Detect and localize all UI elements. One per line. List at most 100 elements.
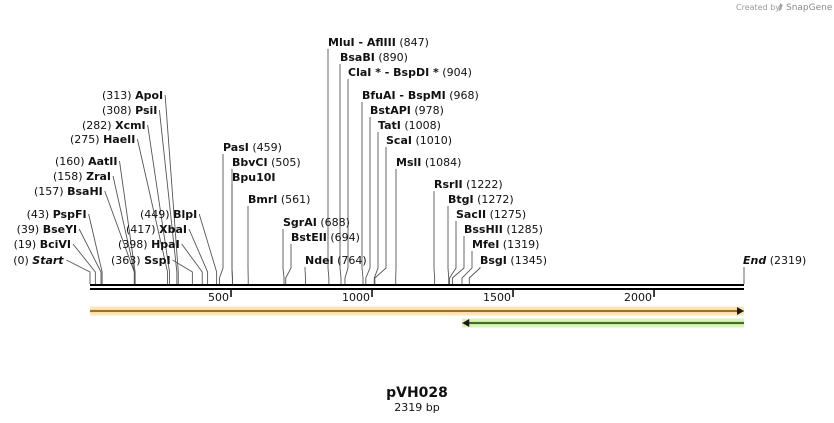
cut-position: (847) — [399, 36, 429, 49]
cut-position: (1008) — [404, 119, 441, 132]
enzyme-name: SspI — [144, 254, 170, 267]
cut-position: (764) — [337, 254, 367, 267]
site-label-blpi: (449) BlpI — [140, 208, 197, 221]
site-label-bcivi: (19) BciVI — [14, 238, 71, 251]
site-label-scai: ScaI (1010) — [386, 134, 452, 147]
snapgene-logo-icon — [778, 3, 783, 11]
site-label-clai: ClaI * - BspDI * (904) — [348, 66, 472, 79]
site-label-bsahi: (157) BsaHI — [34, 185, 103, 198]
site-label-sspi: (363) SspI — [111, 254, 171, 267]
site-leader-aatii — [119, 160, 136, 284]
enzyme-name: ScaI — [386, 134, 412, 147]
enzyme-name: BstEII — [291, 231, 327, 244]
site-leader-pasi — [218, 154, 224, 284]
enzyme-name: HpaI — [151, 238, 180, 251]
plasmid-name: pVH028 — [386, 385, 448, 401]
site-leader-bsgi — [468, 267, 481, 284]
enzyme-name: PsiI — [135, 104, 157, 117]
cut-position: (363) — [111, 254, 141, 267]
site-label-rsrii: RsrII (1222) — [434, 178, 503, 191]
backbone — [90, 284, 744, 290]
site-label-bmri: BmrI (561) — [248, 193, 310, 206]
site-label-bsabi: BsaBI (890) — [340, 51, 408, 64]
site-leader-bsshii — [451, 236, 465, 284]
site-leader-bsteii — [285, 244, 292, 284]
cut-position: (978) — [414, 104, 444, 117]
cut-position: (2319) — [770, 254, 807, 267]
site-label-bbvci: BbvCI (505) — [232, 156, 301, 169]
enzyme-name: HaeII — [103, 133, 135, 146]
enzyme-name: BsaBI — [340, 51, 375, 64]
cut-position: (1285) — [506, 223, 543, 236]
cut-position: (282) — [82, 119, 112, 132]
site-label-xcmi: (282) XcmI — [82, 119, 146, 132]
cut-position: (1222) — [466, 178, 503, 191]
site-label-xbai: (417) XbaI — [126, 223, 187, 236]
site-label-ndei: NdeI (764) — [305, 254, 367, 267]
cut-position: (1275) — [490, 208, 527, 221]
enzyme-name: SacII — [456, 208, 486, 221]
site-leader-clai — [344, 79, 349, 284]
axis-tick-label: 1000 — [342, 291, 370, 304]
site-label-btgi: BtgI (1272) — [448, 193, 514, 206]
credit: Created by SnapGene — [736, 3, 833, 13]
cut-position: (398) — [118, 238, 148, 251]
site-leader-blpi — [198, 213, 218, 284]
orange-feature-arrow-icon — [737, 307, 744, 315]
site-label-bseyi: (39) BseYI — [17, 223, 78, 236]
site-leader-start — [66, 259, 91, 284]
enzyme-name: BfuAI - BspMI — [362, 89, 446, 102]
cut-position: (561) — [281, 193, 311, 206]
enzyme-name: NdeI — [305, 254, 334, 267]
site-label-msli: MslI (1084) — [396, 156, 461, 169]
axis-tick-label: 2000 — [624, 291, 652, 304]
enzyme-name: XcmI — [115, 119, 146, 132]
enzyme-name: BlpI — [173, 208, 197, 221]
cut-position: (459) — [252, 141, 282, 154]
enzyme-name: BbvCI — [232, 156, 268, 169]
site-leader-sgrai — [282, 229, 285, 284]
cut-position: (890) — [378, 51, 408, 64]
site-label-bstapi: BstAPI (978) — [370, 104, 444, 117]
enzyme-name: BmrI — [248, 193, 277, 206]
site-leader-bsabi — [339, 64, 342, 284]
site-label-psii: (308) PsiI — [102, 104, 157, 117]
site-label-pspfi: (43) PspFI — [27, 208, 87, 221]
enzyme-name: BsaHI — [67, 185, 103, 198]
enzyme-name: BciVI — [40, 238, 71, 251]
site-leader-bseyi — [78, 228, 102, 284]
site-leader-sspi — [172, 259, 193, 284]
cut-position: (0) — [13, 254, 29, 267]
enzyme-name: SgrAI — [283, 216, 317, 229]
site-leader-bcivi — [72, 243, 96, 284]
site-label-bsshii: BssHII (1285) — [464, 223, 543, 236]
cut-site-leaders — [66, 49, 745, 284]
cut-position: (313) — [102, 89, 132, 102]
site-label-sgrai: SgrAI (688) — [283, 216, 350, 229]
site-leader-psii — [158, 109, 178, 284]
site-label-zrai: (158) ZraI — [53, 170, 111, 183]
enzyme-name: MfeI — [472, 238, 499, 251]
site-label-tati: TatI (1008) — [378, 119, 441, 132]
cut-position: (1010) — [415, 134, 452, 147]
enzyme-name: Start — [32, 254, 64, 267]
cut-position: (505) — [271, 156, 301, 169]
cut-position: (1084) — [425, 156, 462, 169]
enzyme-name: Bpu10I — [232, 171, 276, 184]
cut-position: (158) — [53, 170, 83, 183]
enzyme-name: XbaI — [159, 223, 187, 236]
cut-position: (449) — [140, 208, 170, 221]
site-label-mfei: MfeI (1319) — [472, 238, 539, 251]
site-label-haeii: (275) HaeII — [70, 133, 135, 146]
plasmid-size: 2319 bp — [394, 401, 439, 414]
site-label-apoi: (313) ApoI — [102, 89, 163, 102]
enzyme-name: RsrII — [434, 178, 463, 191]
cut-position: (1319) — [503, 238, 540, 251]
enzyme-name: ClaI * - BspDI * — [348, 66, 439, 79]
site-leader-zrai — [112, 175, 136, 284]
cut-position: (904) — [442, 66, 472, 79]
enzyme-name: PasI — [223, 141, 249, 154]
site-leader-xcmi — [147, 124, 170, 284]
site-leader-btgi — [447, 206, 450, 284]
